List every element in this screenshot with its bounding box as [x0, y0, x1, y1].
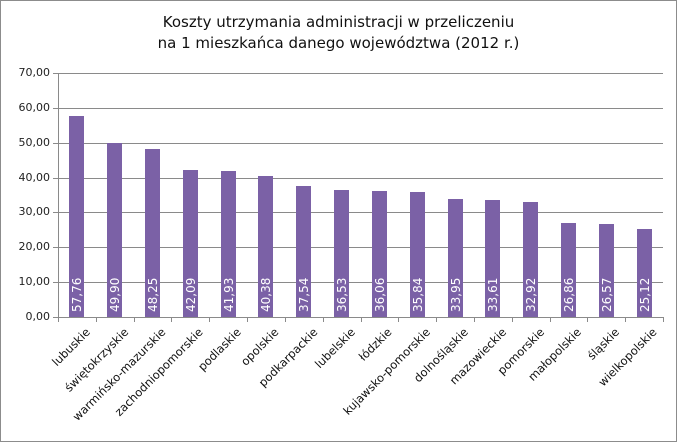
bar-podlaskie: 41,93: [221, 171, 236, 317]
bar-value-label: 36,53: [334, 252, 349, 312]
y-tick-label: 70,00: [18, 66, 51, 79]
x-tick: [96, 317, 97, 322]
bar-value-label: 49,90: [107, 252, 122, 312]
chart-title-line-2: na 1 mieszkańca danego województwa (2012…: [157, 34, 520, 52]
y-tick-label: 60,00: [18, 101, 51, 114]
bar-wielkopolskie: 25,12: [637, 229, 652, 317]
bar-value-label: 26,57: [599, 252, 614, 312]
bar-value-label: 33,95: [448, 252, 463, 312]
bar-value-text: 36,06: [372, 277, 387, 312]
x-tick: [436, 317, 437, 322]
bar-value-label: 37,54: [296, 252, 311, 312]
x-tick: [323, 317, 324, 322]
bar-świętokrzyskie: 49,90: [107, 143, 122, 317]
x-tick: [247, 317, 248, 322]
plot-area: 0,00 10,00 20,00 30,00 40,00 50,00 60,00 70,00 5…: [19, 66, 664, 424]
bar-śląskie: 26,57: [599, 224, 614, 317]
bar-value-text: 48,25: [145, 277, 160, 312]
x-tick: [171, 317, 172, 322]
bar-value-text: 57,76: [69, 277, 84, 312]
chart-title-line-1: Koszty utrzymania administracji w przeli…: [162, 13, 515, 31]
y-tick-label: 10,00: [18, 275, 51, 288]
y-tick-label: 50,00: [18, 136, 51, 149]
bar-dolnośląskie: 33,95: [448, 199, 463, 317]
gridline: [53, 73, 663, 74]
bar-value-label: 48,25: [145, 252, 160, 312]
bar-value-label: 35,84: [410, 252, 425, 312]
bar-value-text: 25,12: [637, 277, 652, 312]
bar-value-text: 32,92: [523, 277, 538, 312]
bar-value-text: 36,53: [334, 277, 349, 312]
bar-value-text: 35,84: [410, 277, 425, 312]
x-tick: [663, 317, 664, 322]
y-axis: [58, 73, 59, 322]
bar-value-label: 32,92: [523, 252, 538, 312]
gridline: [53, 282, 663, 283]
gridline: [53, 143, 663, 144]
bar-pomorskie: 32,92: [523, 202, 538, 317]
bar-value-text: 41,93: [221, 277, 236, 312]
y-tick-label: 40,00: [18, 171, 51, 184]
gridline: [53, 317, 663, 318]
bar-mazowieckie: 33,61: [485, 200, 500, 317]
bar-value-text: 26,57: [599, 277, 614, 312]
bar-value-label: 42,09: [183, 252, 198, 312]
bar-warmińsko-mazurskie: 48,25: [145, 149, 160, 317]
chart-title: Koszty utrzymania administracji w przeli…: [0, 12, 677, 54]
x-tick: [550, 317, 551, 322]
y-tick-label: 0,00: [25, 310, 51, 323]
x-tick: [474, 317, 475, 322]
bar-value-text: 49,90: [107, 277, 122, 312]
bar-value-label: 41,93: [221, 252, 236, 312]
x-tick: [134, 317, 135, 322]
bar-opolskie: 40,38: [258, 176, 273, 317]
bar-kujawsko-pomorskie: 35,84: [410, 192, 425, 317]
x-tick: [58, 317, 59, 322]
bar-value-label: 57,76: [69, 252, 84, 312]
bar-value-text: 33,95: [448, 277, 463, 312]
x-tick: [285, 317, 286, 322]
gridline: [53, 247, 663, 248]
bar-value-label: 36,06: [372, 252, 387, 312]
y-tick-label: 20,00: [18, 240, 51, 253]
y-tick-label: 30,00: [18, 205, 51, 218]
x-tick: [398, 317, 399, 322]
gridline: [53, 108, 663, 109]
x-tick: [587, 317, 588, 322]
x-tick: [209, 317, 210, 322]
bar-value-text: 37,54: [296, 277, 311, 312]
bar-value-label: 26,86: [561, 252, 576, 312]
bar-value-label: 25,12: [637, 252, 652, 312]
bar-łódzkie: 36,06: [372, 191, 387, 317]
bar-value-text: 33,61: [485, 277, 500, 312]
bar-value-label: 40,38: [258, 252, 273, 312]
x-tick: [512, 317, 513, 322]
x-tick: [625, 317, 626, 322]
gridline: [53, 178, 663, 179]
bar-małopolskie: 26,86: [561, 223, 576, 317]
bar-lubuskie: 57,76: [69, 116, 84, 317]
bar-lubelskie: 36,53: [334, 190, 349, 317]
bar-podkarpackie: 37,54: [296, 186, 311, 317]
gridline: [53, 212, 663, 213]
bar-value-text: 42,09: [183, 277, 198, 312]
x-tick: [361, 317, 362, 322]
bar-zachodniopomorskie: 42,09: [183, 170, 198, 317]
bar-value-text: 40,38: [258, 277, 273, 312]
bar-value-text: 26,86: [561, 277, 576, 312]
bar-value-label: 33,61: [485, 252, 500, 312]
